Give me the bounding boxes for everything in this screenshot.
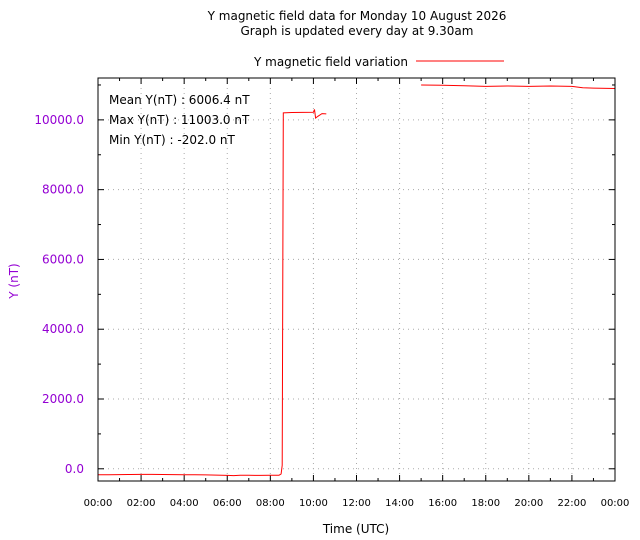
- chart-title: Y magnetic field data for Monday 10 Augu…: [207, 9, 507, 23]
- y-tick-label: 2000.0: [42, 392, 84, 406]
- y-tick-label: 4000.0: [42, 322, 84, 336]
- ticks: 0.0 2000.0 4000.0 6000.0 8000.0 10000.0 00:00 0…: [34, 78, 629, 509]
- x-tick-label: 22:00: [558, 498, 587, 509]
- y-axis-label: Y (nT): [7, 263, 21, 299]
- chart-subtitle: Graph is updated every day at 9.30am: [241, 24, 474, 38]
- x-tick-label: 00:00: [84, 498, 113, 509]
- x-tick-label: 14:00: [385, 498, 414, 509]
- series-line: [421, 84, 616, 89]
- stats-box: Mean Y(nT) : 6006.4 nT Max Y(nT) : 11003…: [109, 93, 250, 147]
- x-tick-label: 08:00: [256, 498, 285, 509]
- y-tick-label: 0.0: [65, 462, 84, 476]
- x-tick-label: 12:00: [342, 498, 371, 509]
- x-tick-label: 10:00: [299, 498, 328, 509]
- x-tick-label: 16:00: [428, 498, 457, 509]
- legend-label: Y magnetic field variation: [253, 55, 408, 69]
- x-tick-label: 20:00: [514, 498, 543, 509]
- legend: Y magnetic field variation: [253, 55, 504, 69]
- stat-max: Max Y(nT) : 11003.0 nT: [109, 113, 250, 127]
- plot-frame: [97, 77, 616, 482]
- x-axis-label: Time (UTC): [322, 522, 389, 536]
- y-tick-label: 10000.0: [34, 113, 84, 127]
- x-tick-label: 02:00: [127, 498, 156, 509]
- x-tick-label: 18:00: [471, 498, 500, 509]
- stat-min: Min Y(nT) : -202.0 nT: [109, 133, 236, 147]
- x-tick-label: 00:00: [601, 498, 630, 509]
- series: [97, 84, 616, 477]
- stat-mean: Mean Y(nT) : 6006.4 nT: [109, 93, 250, 107]
- y-tick-label: 6000.0: [42, 252, 84, 266]
- x-tick-label: 04:00: [170, 498, 199, 509]
- y-tick-label: 8000.0: [42, 183, 84, 197]
- x-tick-label: 06:00: [213, 498, 242, 509]
- series-line: [97, 109, 327, 477]
- grid: [98, 78, 615, 481]
